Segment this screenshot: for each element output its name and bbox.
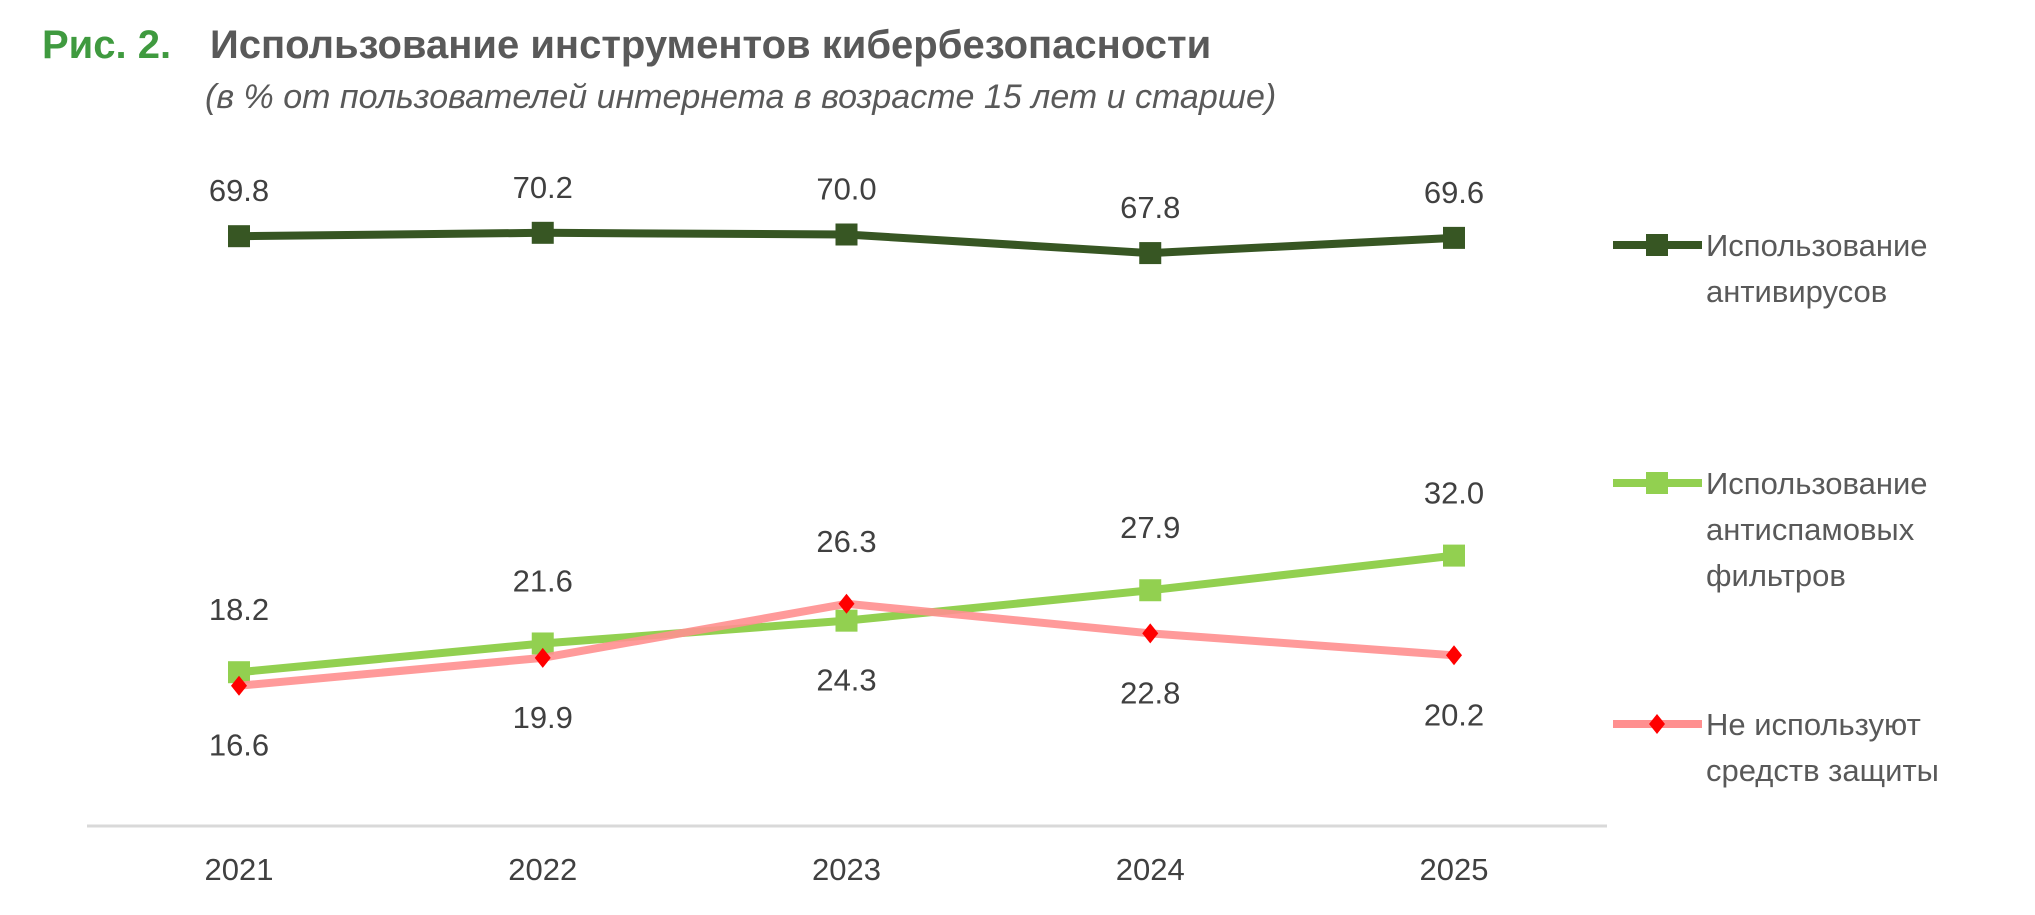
data-label: 21.6 bbox=[513, 563, 573, 598]
legend-item: Использование антивирусов bbox=[1613, 228, 1928, 309]
figure-number: Рис. 2. bbox=[42, 23, 171, 67]
data-point bbox=[1139, 579, 1162, 602]
data-label: 26.3 bbox=[816, 524, 876, 559]
data-point bbox=[534, 647, 551, 668]
data-label: 27.9 bbox=[1120, 510, 1180, 545]
data-label: 22.8 bbox=[1120, 675, 1180, 710]
data-point bbox=[1446, 645, 1462, 666]
data-point bbox=[531, 632, 554, 655]
data-label: 70.0 bbox=[816, 172, 876, 207]
legend-marker bbox=[1646, 472, 1668, 494]
legend-marker bbox=[1646, 234, 1668, 256]
data-label: 32.0 bbox=[1424, 476, 1484, 511]
chart-subtitle: (в % от пользователей интернета в возрас… bbox=[205, 78, 1276, 116]
data-point bbox=[531, 221, 554, 244]
data-point bbox=[838, 593, 855, 614]
x-tick-label: 2022 bbox=[508, 852, 577, 887]
data-label: 20.2 bbox=[1424, 697, 1484, 732]
data-label: 24.3 bbox=[816, 663, 876, 698]
legend-label: антиспамовых bbox=[1706, 512, 1915, 547]
legend-label: Не используют bbox=[1706, 707, 1921, 742]
data-point bbox=[835, 609, 858, 632]
x-tick-label: 2023 bbox=[812, 852, 881, 887]
data-label: 69.8 bbox=[209, 173, 269, 208]
series-1: 69.8 70.2 70.0 67.8 69.6 bbox=[209, 170, 1484, 265]
data-label: 18.2 bbox=[209, 592, 269, 627]
data-point bbox=[231, 675, 247, 696]
data-label: 16.6 bbox=[209, 728, 269, 763]
data-point bbox=[1139, 242, 1162, 265]
data-label: 70.2 bbox=[513, 170, 573, 205]
legend-label: антивирусов bbox=[1706, 274, 1887, 309]
data-point bbox=[228, 661, 250, 684]
data-point bbox=[835, 223, 858, 246]
legend-item: Использование антиспамовых фильтров bbox=[1613, 466, 1928, 593]
series-2: 18.2 21.6 24.3 27.9 32.0 bbox=[209, 476, 1484, 698]
x-tick-label: 2024 bbox=[1116, 852, 1185, 887]
data-point bbox=[1142, 623, 1159, 644]
legend-label: Использование bbox=[1706, 228, 1928, 263]
data-label: 69.6 bbox=[1424, 175, 1484, 210]
legend-label: Использование bbox=[1706, 466, 1928, 501]
data-label: 67.8 bbox=[1120, 190, 1180, 225]
chart-title: Использование инструментов кибербезопасн… bbox=[210, 23, 1211, 67]
data-label: 19.9 bbox=[513, 700, 573, 735]
x-tick-label: 2025 bbox=[1420, 852, 1489, 887]
x-tick-label: 2021 bbox=[205, 852, 274, 887]
legend-label: средств защиты bbox=[1706, 753, 1939, 788]
data-point bbox=[1443, 544, 1465, 567]
legend-label: фильтров bbox=[1706, 558, 1846, 593]
data-point bbox=[228, 225, 250, 248]
legend-marker bbox=[1649, 714, 1665, 734]
data-point bbox=[1443, 226, 1465, 249]
legend-item: Не используют средств защиты bbox=[1613, 707, 1939, 788]
series-3: 16.6 19.9 26.3 22.8 20.2 bbox=[209, 524, 1484, 763]
